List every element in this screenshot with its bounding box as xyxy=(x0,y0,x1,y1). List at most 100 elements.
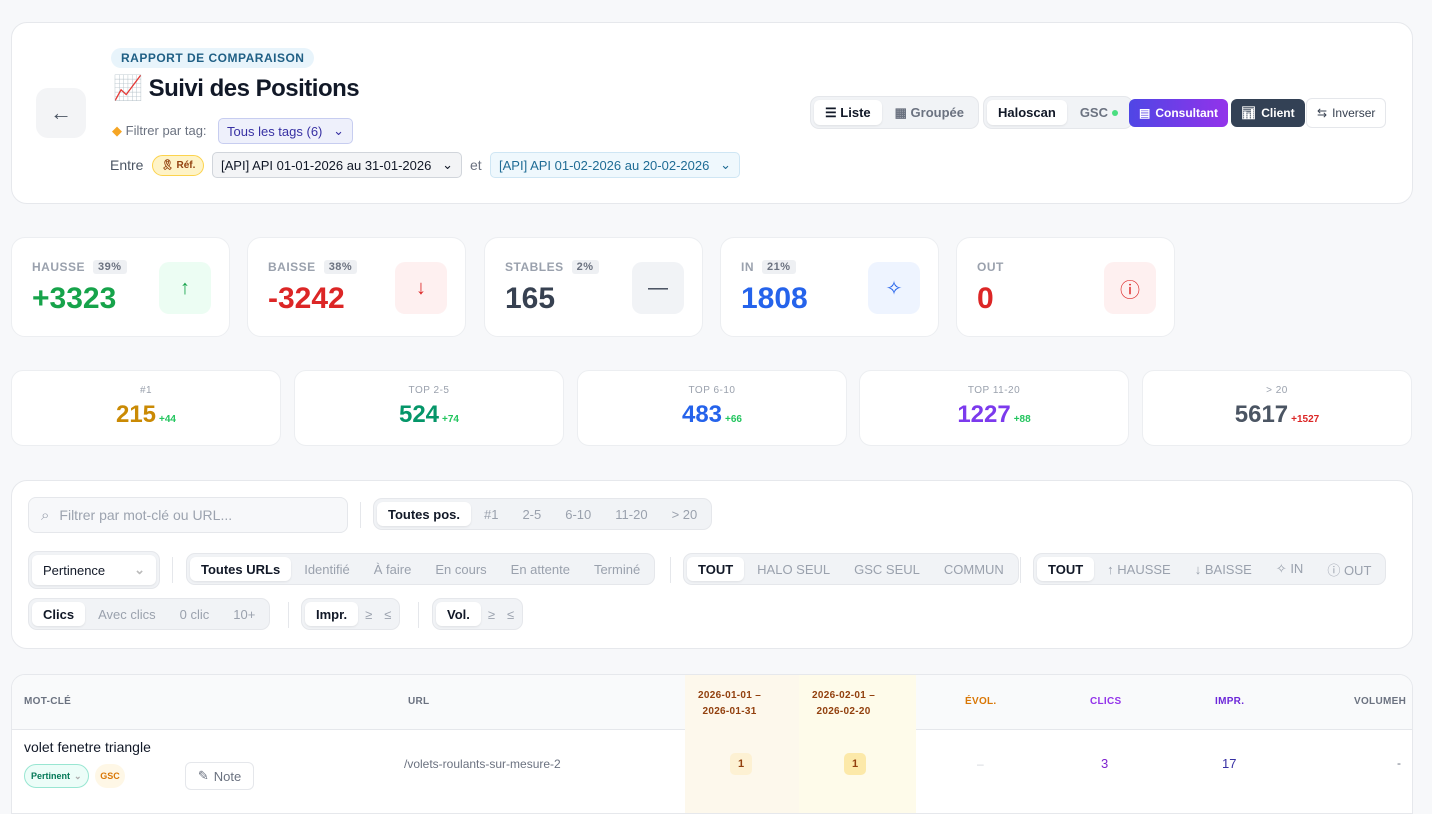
col-volume[interactable]: VOLUMEH xyxy=(1354,696,1407,707)
relevance-select[interactable]: Pertinent ⌄ xyxy=(24,764,89,788)
period-a-select[interactable]: [API] API 01-01-2026 au 31-01-2026 ⌄ xyxy=(212,152,462,178)
source-filter-common[interactable]: COMMUN xyxy=(943,561,1004,577)
evolution: – xyxy=(977,757,984,771)
impressions-value: 17 xyxy=(1222,756,1237,771)
pos-filter-11-20[interactable]: 11-20 xyxy=(615,506,648,522)
swap-icon: ⇆ xyxy=(1317,106,1328,120)
tag-filter-label: ◆ Filtrer par tag: xyxy=(112,123,207,138)
pos-over20: > 20 5617 +1527 xyxy=(1142,370,1412,446)
sort-select[interactable]: Pertinence ⌄ xyxy=(32,555,156,585)
document-icon: ▤ xyxy=(1139,106,1151,120)
keyword-text: volet fenetre triangle xyxy=(24,739,151,755)
stat-stables: STABLES 2% 165— xyxy=(484,237,703,337)
page-title: 📈 Suivi des Positions xyxy=(113,75,360,102)
url-filter-identified[interactable]: Identifié xyxy=(304,561,350,577)
report-kicker: RAPPORT DE COMPARAISON xyxy=(111,48,315,68)
pos-top11-20: TOP 11-20 1227 +88 xyxy=(859,370,1129,446)
source-filter-gsc[interactable]: GSC SEUL xyxy=(854,561,920,577)
source-gsc[interactable]: GSC xyxy=(1069,100,1129,125)
sort-wrapper: Pertinence ⌄ xyxy=(28,551,160,589)
clicks-filter-10plus[interactable]: 10+ xyxy=(233,606,256,622)
source-filter: TOUT HALO SEUL GSC SEUL COMMUN xyxy=(683,553,1019,585)
clicks-filter: Clics Avec clics 0 clic 10+ xyxy=(28,598,271,630)
position-filter: Toutes pos. #1 2-5 6-10 11-20 > 20 xyxy=(373,498,713,530)
volume-value: - xyxy=(1397,756,1401,770)
period-b-select[interactable]: [API] API 01-02-2026 au 20-02-2026 ⌄ xyxy=(490,152,740,178)
trend-filter-up[interactable]: ↑ HAUSSE xyxy=(1107,561,1171,577)
trend-filter-out[interactable]: ⓘ OUT xyxy=(1327,562,1372,578)
arrow-up-icon: ↑ xyxy=(159,262,211,314)
trend-filter-down[interactable]: ↓ BAISSE xyxy=(1194,561,1252,577)
view-grouped[interactable]: ▦ Groupée xyxy=(894,104,964,121)
alert-circle-icon: ⓘ xyxy=(1104,262,1156,314)
view-list[interactable]: ☰ Liste xyxy=(814,100,882,125)
col-keyword[interactable]: MOT-CLÉ xyxy=(24,696,72,707)
search-input[interactable]: ⌕ Filtrer par mot-clé ou URL... xyxy=(28,497,348,533)
position-b: 1 xyxy=(844,753,866,775)
pos-filter-over20[interactable]: > 20 xyxy=(671,506,698,522)
source-haloscan[interactable]: Haloscan xyxy=(987,100,1067,125)
arrow-left-icon: ← xyxy=(50,100,72,125)
col-clics[interactable]: CLICS xyxy=(1090,696,1122,707)
between-label: Entre xyxy=(110,157,144,173)
stat-baisse: BAISSE 38% -3242 ↓ xyxy=(247,237,466,337)
consultant-button[interactable]: ▤ Consultant xyxy=(1129,99,1229,127)
tag-select[interactable]: Tous les tags (6) ⌄ xyxy=(218,118,353,144)
ref-badge: 🎗 Réf. xyxy=(152,155,205,176)
view-toggle: ☰ Liste ▦ Groupée xyxy=(810,96,979,129)
search-icon: ⌕ xyxy=(41,506,50,524)
clicks-filter-with[interactable]: Avec clics xyxy=(98,606,156,622)
pencil-icon: ✎ xyxy=(197,768,209,783)
inverser-button[interactable]: ⇆ Inverser xyxy=(1306,98,1387,128)
url-filter-todo[interactable]: À faire xyxy=(373,561,412,577)
source-filter-all[interactable]: TOUT xyxy=(687,557,745,581)
vol-toggle[interactable]: Vol. xyxy=(436,602,481,626)
pos-top6-10: TOP 6-10 483 +66 xyxy=(577,370,847,446)
minus-icon: — xyxy=(632,262,684,314)
col-url[interactable]: URL xyxy=(408,696,430,707)
url-filter-waiting[interactable]: En attente xyxy=(510,561,570,577)
chart-emoji-icon: 📈 xyxy=(113,75,143,102)
url-filter-all[interactable]: Toutes URLs xyxy=(190,557,292,581)
impr-gte[interactable]: ≥ xyxy=(365,606,373,622)
impr-filter: Impr. ≥ ≤ xyxy=(301,598,401,630)
url-status-filter: Toutes URLs Identifié À faire En cours En at… xyxy=(186,553,656,585)
url-link[interactable]: /volets-roulants-sur-mesure-2 xyxy=(404,757,561,771)
url-filter-inprogress[interactable]: En cours xyxy=(435,561,487,577)
pos-filter-all[interactable]: Toutes pos. xyxy=(377,502,471,526)
url-filter-done[interactable]: Terminé xyxy=(593,561,641,577)
col-evol[interactable]: ÉVOL. xyxy=(965,696,997,707)
col-impr[interactable]: IMPR. xyxy=(1215,696,1245,707)
trend-filter-all[interactable]: TOUT xyxy=(1037,557,1095,581)
source-toggle: Haloscan GSC xyxy=(983,96,1133,129)
stat-in: IN 21% 1808 ✧ xyxy=(720,237,939,337)
tag-icon: ◆ xyxy=(112,123,122,138)
source-badge: GSC xyxy=(95,764,125,788)
sparkles-icon: ✧ xyxy=(868,262,920,314)
note-button[interactable]: ✎ Note xyxy=(185,762,254,790)
col-period-b[interactable]: 2026-02-01 –2026-02-20 xyxy=(812,690,876,717)
vol-lte[interactable]: ≤ xyxy=(507,606,515,622)
pos-filter-2-5[interactable]: 2-5 xyxy=(522,506,542,522)
bar-chart-icon: 📊︎ xyxy=(1241,106,1257,120)
chevron-down-icon: ⌄ xyxy=(333,123,344,138)
col-period-a[interactable]: 2026-01-01 –2026-01-31 xyxy=(698,690,762,717)
pos-top2-5: TOP 2-5 524 +74 xyxy=(294,370,564,446)
impr-lte[interactable]: ≤ xyxy=(384,606,392,622)
clicks-value: 3 xyxy=(1101,756,1109,771)
client-button[interactable]: 📊︎ Client xyxy=(1231,99,1305,127)
impr-toggle[interactable]: Impr. xyxy=(305,602,359,626)
source-filter-halo[interactable]: HALO SEUL xyxy=(757,561,831,577)
vol-gte[interactable]: ≥ xyxy=(487,606,496,622)
pos-filter-6-10[interactable]: 6-10 xyxy=(565,506,592,522)
back-button[interactable]: ← xyxy=(36,88,86,138)
clicks-filter-all[interactable]: Clics xyxy=(32,602,86,626)
arrow-down-icon: ↓ xyxy=(395,262,447,314)
pos-top1: #1 215 +44 xyxy=(11,370,281,446)
and-label: et xyxy=(470,157,482,173)
vol-filter: Vol. ≥ ≤ xyxy=(432,598,524,630)
clicks-filter-zero[interactable]: 0 clic xyxy=(179,606,210,622)
position-a: 1 xyxy=(730,753,752,775)
pos-filter-1[interactable]: #1 xyxy=(483,506,499,522)
trend-filter-in[interactable]: ✧ IN xyxy=(1275,561,1304,576)
